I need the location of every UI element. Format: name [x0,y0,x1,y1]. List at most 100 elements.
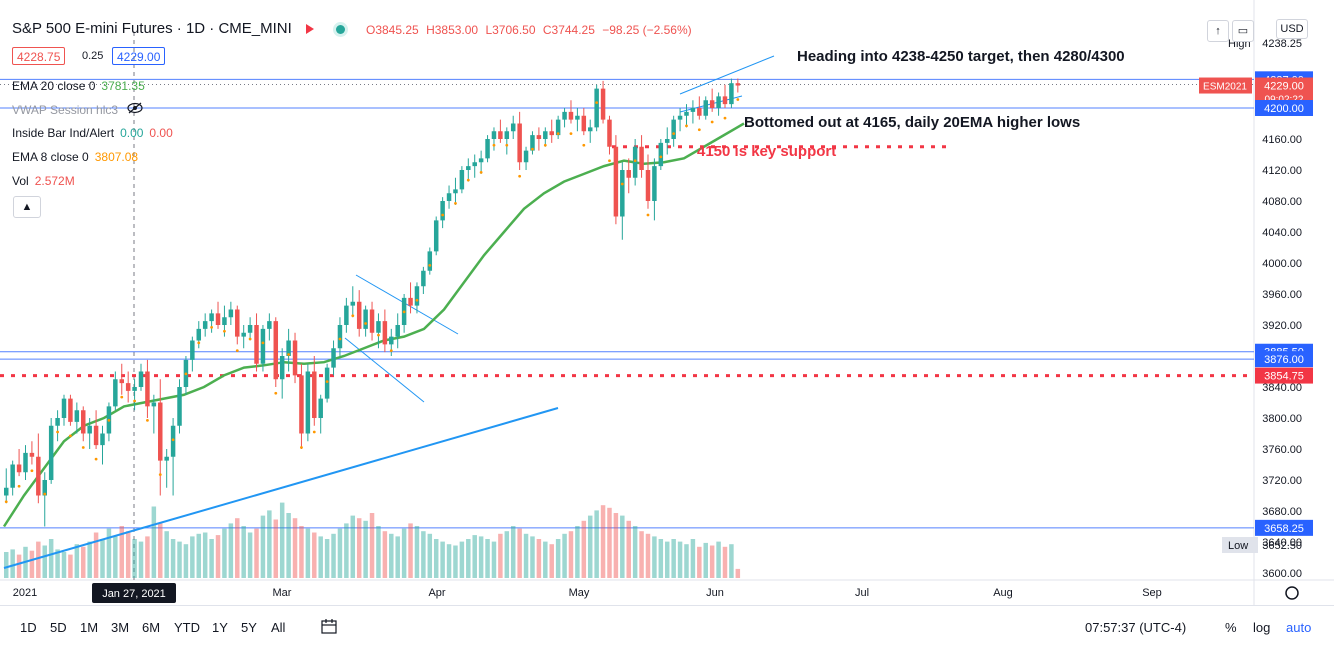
legend-vwap[interactable]: VWAP Session hlc3 [12,102,144,117]
badge-3854-bg [1255,367,1313,384]
log-toggle[interactable]: log [1253,620,1271,635]
badge-3658-bg [1255,519,1313,536]
candle-body [427,251,433,271]
tf-5y[interactable]: 5Y [241,620,257,635]
volume-bar [177,541,182,578]
legend-ema20[interactable]: EMA 20 close 0 3781.35 [12,79,145,93]
volume-bar [645,533,651,578]
symbol-title-text: S&P 500 E-mini Futures · 1D · CME_MINI [12,20,292,37]
tf-1d[interactable]: 1D [20,620,37,635]
percent-toggle[interactable]: % [1225,620,1237,635]
annotation-bottom[interactable]: Bottomed out at 4165, daily 20EMA higher… [744,114,1081,131]
volume-bar [459,541,465,578]
time-tick-label: Aug [993,587,1013,599]
ema8-dot [56,430,59,434]
candle-body [530,135,535,151]
candle-body [350,301,356,306]
tf-5d[interactable]: 5D [50,620,67,635]
time-tick-label: Apr [428,587,445,599]
tf-1y[interactable]: 1Y [212,620,228,635]
annotation-target[interactable]: Heading into 4238-4250 target, then 4280… [797,48,1125,65]
candle-body [177,387,182,426]
ohlc-values: O3845.25 H3853.00 L3706.50 C3744.25 −98.… [366,23,696,37]
legend-inside-bar[interactable]: Inside Bar Ind/Alert 0.00 0.00 [12,126,173,140]
tf-3m[interactable]: 3M [111,620,130,635]
tf-all[interactable]: All [271,620,286,635]
candle-body [632,146,638,178]
tf-6m[interactable]: 6M [142,620,161,635]
clock[interactable]: 07:57:37 (UTC-4) [1085,620,1187,635]
ema8-dot [543,143,547,147]
volume-bar [106,528,112,578]
currency-button[interactable]: USD [1276,19,1308,39]
candle-body [299,375,304,434]
candle-body [466,166,471,170]
ohlc-high: H3853.00 [426,23,479,37]
candle-body [485,139,490,159]
candle-body [55,418,60,426]
volume-bar [273,519,279,578]
volume-bar [254,528,259,578]
candle-body [620,170,625,217]
settings-gear-icon[interactable] [1285,586,1299,600]
candle-body [36,456,41,496]
candle-body [697,108,702,116]
volume-bar [209,539,214,578]
candle-body [222,317,227,325]
candle-body [600,88,606,120]
volume-bar [581,520,587,578]
volume-bar [113,536,118,578]
ema20-label: EMA 20 close 0 [12,79,96,93]
candle-body [613,146,619,217]
price-tick-label: 4040.00 [1262,227,1302,239]
volume-bar [709,545,715,578]
ema8-dot [402,310,406,314]
ema8-dot [235,349,239,353]
collapse-legend-button[interactable]: ▲ [13,196,41,218]
crosshair-time-box [92,583,176,603]
volume-bar [517,528,522,578]
legend-volume[interactable]: Vol 2.572M [12,174,75,188]
time-tick-label: 2021 [13,587,37,599]
auto-toggle[interactable]: auto [1286,620,1312,635]
volume-bar [292,518,298,578]
tf-ytd[interactable]: YTD [174,620,200,635]
candle-body [202,321,208,329]
volume-bar [453,545,458,578]
flag-icon[interactable] [305,24,314,35]
candle-body [209,313,214,322]
tf-1m[interactable]: 1M [80,620,99,635]
eye-hidden-icon[interactable] [127,102,144,117]
volume-bar [100,539,105,578]
volume-bar [183,544,189,578]
candle-body [607,119,612,147]
ema8-dot [120,395,124,399]
ema8-dot [364,322,368,325]
candle-body [446,193,452,201]
candle-body [478,158,484,163]
ema8-dot [300,446,303,449]
ask-price-box[interactable]: 4229.00 [112,47,166,65]
annotation-support[interactable]: 4150 is key support [697,143,837,160]
trend-line-long [3,407,559,569]
price-tick-label: 3760.00 [1262,444,1302,456]
crosshair-time-label: Jan 27, 2021 [102,588,166,600]
ema8-dot [312,430,316,434]
date-range-icon[interactable] [320,618,338,641]
scroll-up-button[interactable]: ↑ [1207,20,1229,42]
volume-bar [196,533,202,578]
legend-ema8[interactable]: EMA 8 close 0 3807.08 [12,150,138,164]
volume-bar [446,544,452,578]
volume-bar [716,541,721,578]
volume-bar [36,541,41,578]
bid-price-box[interactable]: 4228.75 [12,47,66,65]
volume-bar [395,536,400,578]
volume-bar [87,541,92,578]
candle-body [87,425,92,434]
volume-bar [93,532,99,578]
symbol-title[interactable]: S&P 500 E-mini Futures · 1D · CME_MINI [12,20,346,37]
candle-body [331,348,336,368]
time-tick-label: Jul [855,587,869,599]
fullscreen-button[interactable]: ▭ [1232,20,1254,42]
